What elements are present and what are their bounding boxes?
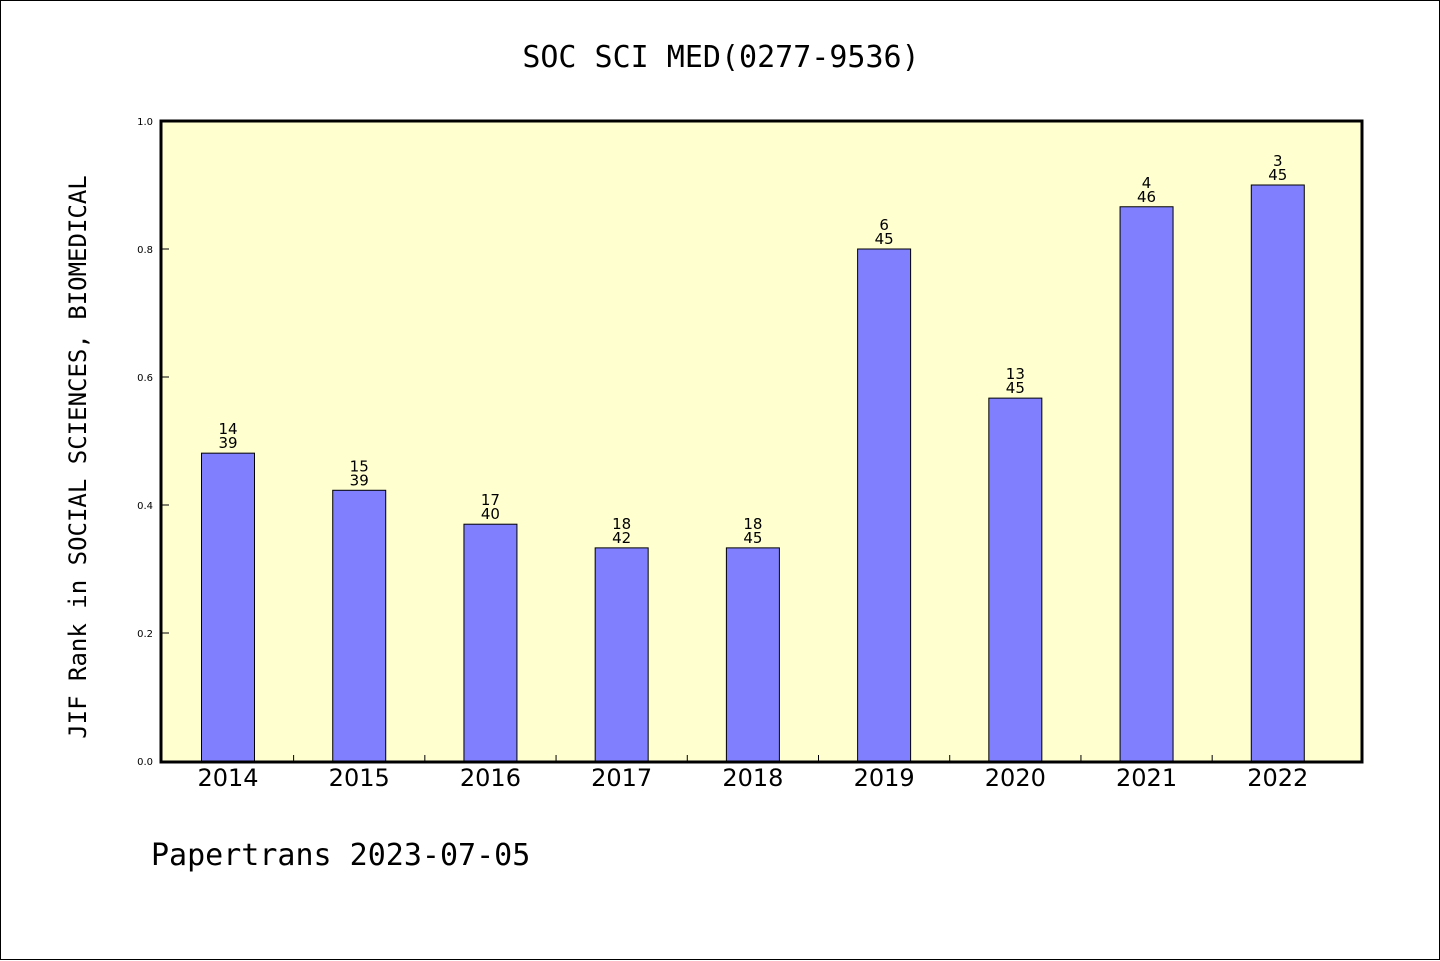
bar-2015	[332, 489, 387, 762]
x-tick-label: 2018	[722, 764, 783, 792]
bar-rank-label: 18	[743, 515, 762, 533]
bar-rank-label: 15	[350, 457, 369, 475]
y-tick-label: 1.0	[137, 117, 153, 128]
x-tick-label: 2021	[1116, 764, 1177, 792]
bar-2019	[857, 248, 912, 762]
chart-title: SOC SCI MED(0277-9536)	[522, 40, 919, 75]
bar-2022	[1250, 184, 1305, 762]
bar-total-label: 45	[743, 529, 762, 547]
x-tick-label: 2019	[854, 764, 915, 792]
bar-rank-label: 3	[1273, 152, 1283, 170]
x-tick-label: 2022	[1247, 764, 1308, 792]
y-axis-label: JIF Rank in SOCIAL SCIENCES, BIOMEDICAL	[64, 175, 92, 739]
x-tick-label: 2015	[329, 764, 390, 792]
footer-watermark: Papertrans 2023-07-05	[151, 838, 530, 873]
bar-2021	[1119, 206, 1174, 762]
bar-total-label: 39	[218, 434, 237, 452]
bar-rank-label: 14	[218, 420, 237, 438]
y-tick-label: 0.6	[137, 373, 153, 384]
x-tick-label: 2020	[985, 764, 1046, 792]
y-tick-label: 0.4	[137, 501, 153, 512]
bar-total-label: 46	[1137, 188, 1156, 206]
bar-total-label: 45	[1006, 379, 1025, 397]
bar-rank-label: 6	[879, 216, 889, 234]
x-tick-label: 2016	[460, 764, 521, 792]
bar-2018	[725, 547, 780, 762]
bar-total-label: 45	[1268, 166, 1287, 184]
bar-total-label: 45	[875, 230, 894, 248]
plot-border	[159, 119, 1364, 764]
bar-2014	[201, 452, 255, 762]
bar-total-label: 39	[350, 471, 369, 489]
bar-2017	[594, 547, 649, 762]
y-tick-label: 0.0	[137, 757, 153, 768]
bar-total-label: 40	[481, 505, 500, 523]
x-tick-label: 2014	[197, 764, 258, 792]
bar-rank-label: 18	[612, 515, 631, 533]
y-tick-label: 0.8	[137, 245, 153, 256]
bar-rank-label: 4	[1142, 174, 1152, 192]
bar-rank-label: 13	[1006, 365, 1025, 383]
y-tick-label: 0.2	[137, 629, 153, 640]
bar-rank-label: 17	[481, 491, 500, 509]
bar-2016	[463, 523, 518, 762]
bar-total-label: 42	[612, 529, 631, 547]
bar-2020	[988, 397, 1043, 762]
x-tick-label: 2017	[591, 764, 652, 792]
